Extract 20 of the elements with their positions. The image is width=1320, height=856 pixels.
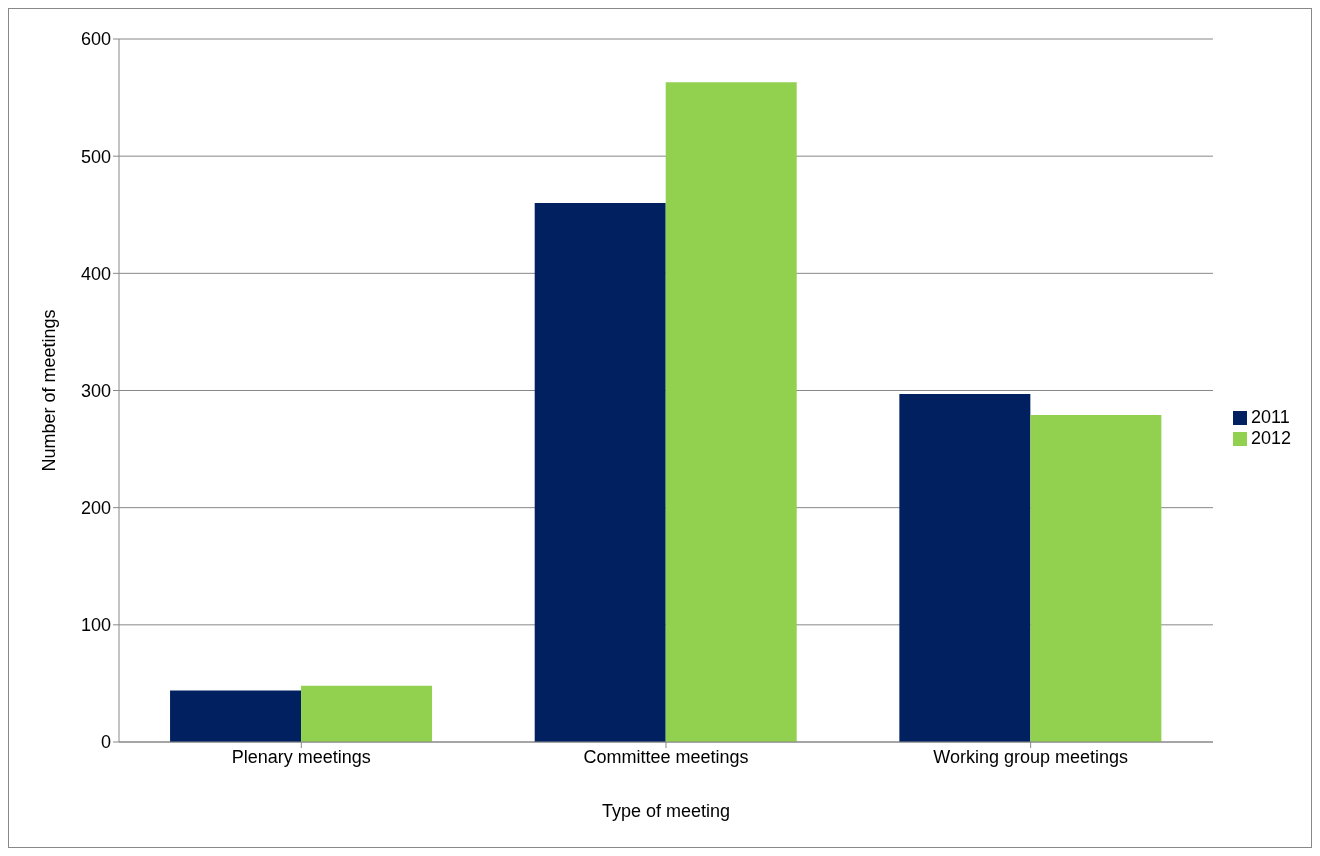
bar [170, 690, 302, 742]
legend-label: 2012 [1250, 428, 1291, 448]
x-tick-label: Plenary meetings [231, 746, 371, 767]
y-tick-label: 500 [80, 146, 111, 167]
x-tick-label: Working group meetings [933, 746, 1129, 767]
bar [1030, 415, 1162, 742]
y-tick-label: 0 [100, 732, 111, 753]
y-tick-label: 400 [80, 263, 111, 284]
x-tick-label: Committee meetings [583, 746, 749, 767]
y-tick-label: 300 [80, 380, 111, 401]
y-tick-label: 600 [80, 29, 111, 50]
y-tick-label: 200 [80, 498, 111, 519]
bar [534, 203, 666, 742]
bar [301, 685, 433, 742]
y-axis-title: Number of meetings [39, 309, 60, 472]
bar [899, 394, 1031, 742]
legend-label: 2011 [1250, 407, 1290, 427]
x-axis-title: Type of meeting [601, 801, 731, 821]
y-tick-label: 100 [80, 615, 111, 636]
bar [665, 82, 797, 742]
